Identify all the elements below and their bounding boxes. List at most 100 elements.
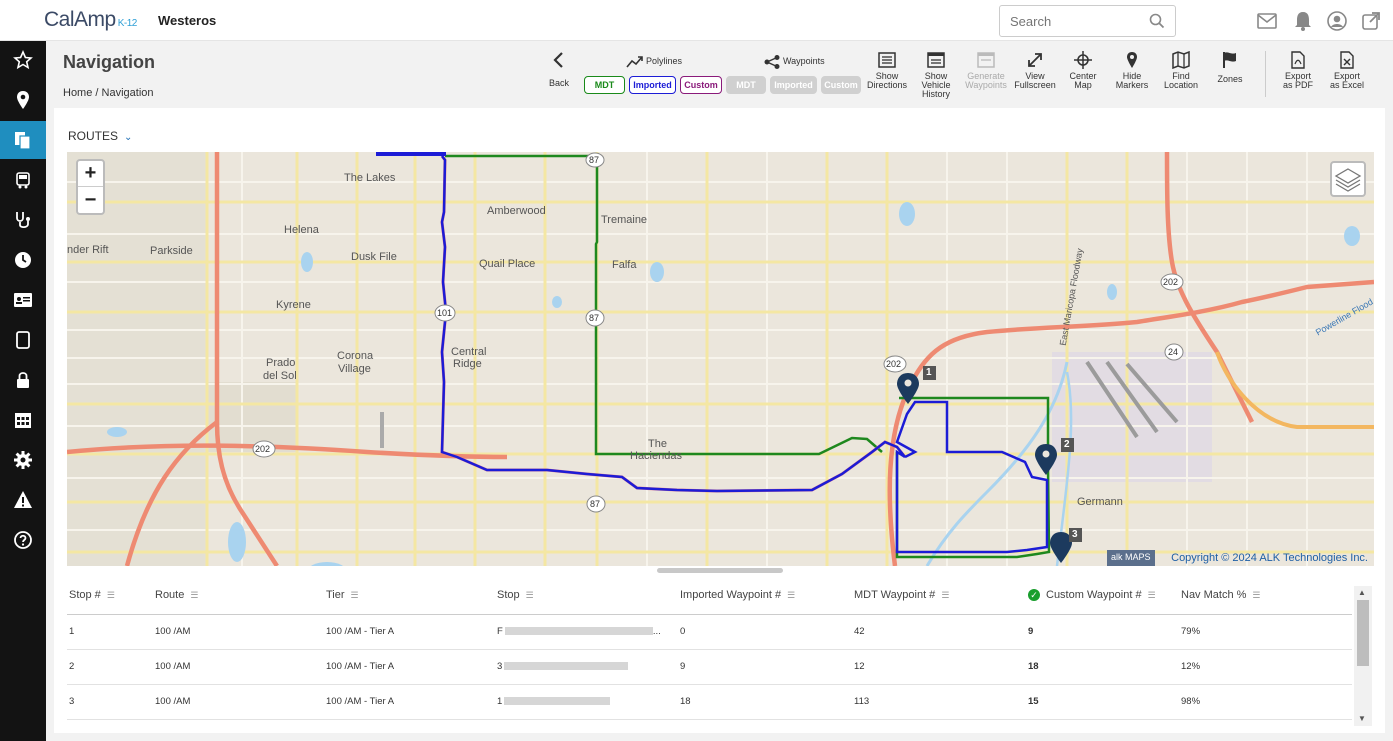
layers-button[interactable]: [1330, 161, 1366, 197]
logo-subtext: K-12: [117, 18, 138, 29]
find-location-button[interactable]: Find Location: [1158, 51, 1204, 90]
sort-icon[interactable]: ☰: [1147, 589, 1156, 600]
scrollbar-thumb[interactable]: [1357, 600, 1369, 666]
polyline-custom-toggle[interactable]: Custom: [680, 76, 722, 94]
user-profile-icon[interactable]: [1326, 10, 1348, 32]
polylines-label: Polylines: [646, 56, 683, 66]
polyline-imported-toggle[interactable]: Imported: [629, 76, 676, 94]
waypoint-mdt-toggle[interactable]: MDT: [726, 76, 766, 94]
highway-shield: 101: [437, 308, 453, 318]
column-header-mdt-waypoint[interactable]: MDT Waypoint # ☰: [852, 576, 1026, 615]
mail-icon[interactable]: [1256, 10, 1278, 32]
cell-imported-waypoint: 9: [678, 649, 852, 685]
map-label: Germann: [1077, 496, 1123, 508]
table-row[interactable]: 3 100 /AM 100 /AM - Tier A 1 18 113 15 9…: [67, 684, 1352, 720]
clock-icon: [15, 252, 31, 268]
stop-name: 3: [497, 661, 503, 672]
map-canvas[interactable]: [67, 152, 1374, 566]
search-input[interactable]: [1000, 6, 1150, 36]
waypoint-custom-toggle[interactable]: Custom: [821, 76, 861, 94]
export-excel-button[interactable]: Export as Excel: [1324, 51, 1370, 90]
documents-icon: [15, 132, 31, 150]
show-vehicle-history-button[interactable]: Show Vehicle History: [913, 51, 959, 99]
sidebar-item-vehicles[interactable]: [0, 161, 46, 199]
center-map-button[interactable]: Center Map: [1061, 51, 1105, 90]
waypoint-imported-toggle[interactable]: Imported: [770, 76, 817, 94]
search-box[interactable]: [999, 5, 1176, 37]
routes-dropdown[interactable]: ROUTES ⌄: [68, 129, 132, 143]
breadcrumb-home[interactable]: Home: [63, 87, 93, 99]
stop-name: 1: [497, 696, 503, 707]
highway-shield: 202: [255, 444, 271, 454]
column-header-custom-waypoint[interactable]: ✓ Custom Waypoint # ☰: [1026, 576, 1179, 615]
generate-waypoints-button[interactable]: Generate Waypoints: [961, 51, 1011, 90]
highway-shield: 87: [590, 499, 601, 509]
sidebar-item-history[interactable]: [0, 241, 46, 279]
stop-marker-label[interactable]: 2: [1064, 439, 1070, 450]
zones-label: Zones: [1217, 74, 1243, 84]
sort-icon[interactable]: ☰: [525, 589, 534, 600]
cell-tier: 100 /AM - Tier A: [324, 614, 495, 650]
generate-label-2: Waypoints: [965, 80, 1007, 90]
column-header-imported-waypoint[interactable]: Imported Waypoint # ☰: [678, 576, 852, 615]
sort-icon[interactable]: ☰: [106, 589, 115, 600]
view-fullscreen-button[interactable]: View Fullscreen: [1012, 51, 1058, 90]
external-link-icon[interactable]: [1360, 10, 1382, 32]
highway-shield: 24: [1168, 347, 1179, 357]
header-label: Nav Match %: [1181, 588, 1247, 601]
table-row[interactable]: 1 100 /AM 100 /AM - Tier A F... 0 42 9 7…: [67, 614, 1352, 650]
stethoscope-icon: [16, 212, 30, 229]
column-header-tier[interactable]: Tier ☰: [324, 576, 495, 615]
vertical-scrollbar[interactable]: ▲ ▼: [1354, 586, 1372, 726]
zones-button[interactable]: Zones: [1208, 51, 1252, 84]
zoom-out-button[interactable]: −: [84, 188, 97, 211]
logo-text: CalAmp: [44, 8, 116, 31]
show-directions-button[interactable]: Show Directions: [864, 51, 910, 90]
sidebar-item-help[interactable]: [0, 521, 46, 559]
table-row[interactable]: 2 100 /AM 100 /AM - Tier A 3 9 12 18 12%: [67, 649, 1352, 685]
back-button[interactable]: Back: [544, 51, 574, 88]
excel-label-2: as Excel: [1329, 80, 1364, 90]
column-header-stop-number[interactable]: Stop # ☰: [67, 576, 153, 615]
sidebar-item-settings[interactable]: [0, 441, 46, 479]
map-copyright[interactable]: Copyright © 2024 ALK Technologies Inc.: [1171, 552, 1368, 564]
column-header-nav-match[interactable]: Nav Match % ☰: [1179, 576, 1352, 615]
sidebar-item-security[interactable]: [0, 361, 46, 399]
column-header-stop[interactable]: Stop ☰: [495, 576, 678, 615]
stop-marker-label[interactable]: 3: [1072, 529, 1078, 540]
tablet-icon: [16, 331, 30, 349]
map-label: Tremaine: [601, 214, 648, 226]
sidebar-item-navigation[interactable]: [0, 121, 46, 159]
scroll-up-icon[interactable]: ▲: [1358, 588, 1366, 597]
polylines-icon: [626, 56, 643, 68]
sidebar-item-tablet[interactable]: [0, 321, 46, 359]
hide-markers-button[interactable]: Hide Markers: [1110, 51, 1154, 90]
sort-icon[interactable]: ☰: [350, 589, 359, 600]
fullscreen-label-1: View: [1025, 71, 1045, 81]
zoom-in-button[interactable]: +: [78, 161, 103, 187]
header-label: Tier: [326, 588, 345, 601]
sidebar-item-favorites[interactable]: [0, 41, 46, 79]
map-label: Corona: [337, 350, 374, 362]
stop-marker-label[interactable]: 1: [926, 367, 932, 378]
sort-icon[interactable]: ☰: [941, 589, 950, 600]
sort-icon[interactable]: ☰: [190, 589, 199, 600]
sidebar-item-calendar[interactable]: [0, 401, 46, 439]
column-header-route[interactable]: Route ☰: [153, 576, 324, 615]
sidebar-item-location[interactable]: [0, 81, 46, 119]
map-view[interactable]: + − The Lakes Amberwood Tremaine nder Ri…: [67, 152, 1374, 566]
polyline-mdt-toggle[interactable]: MDT: [584, 76, 625, 94]
sort-icon[interactable]: ☰: [1252, 589, 1261, 600]
bus-icon: [16, 172, 30, 189]
horizontal-scrollbar[interactable]: [657, 568, 783, 573]
sidebar-item-alerts[interactable]: [0, 481, 46, 519]
bell-icon[interactable]: [1292, 10, 1314, 32]
export-pdf-button[interactable]: Export as PDF: [1275, 51, 1321, 90]
search-icon[interactable]: [1149, 13, 1165, 29]
calamp-logo[interactable]: CalAmp K-12: [44, 8, 137, 32]
map-label: Parkside: [150, 245, 193, 257]
sort-icon[interactable]: ☰: [787, 589, 796, 600]
scroll-down-icon[interactable]: ▼: [1358, 714, 1366, 723]
sidebar-item-id-cards[interactable]: [0, 281, 46, 319]
sidebar-item-diagnostics[interactable]: [0, 201, 46, 239]
